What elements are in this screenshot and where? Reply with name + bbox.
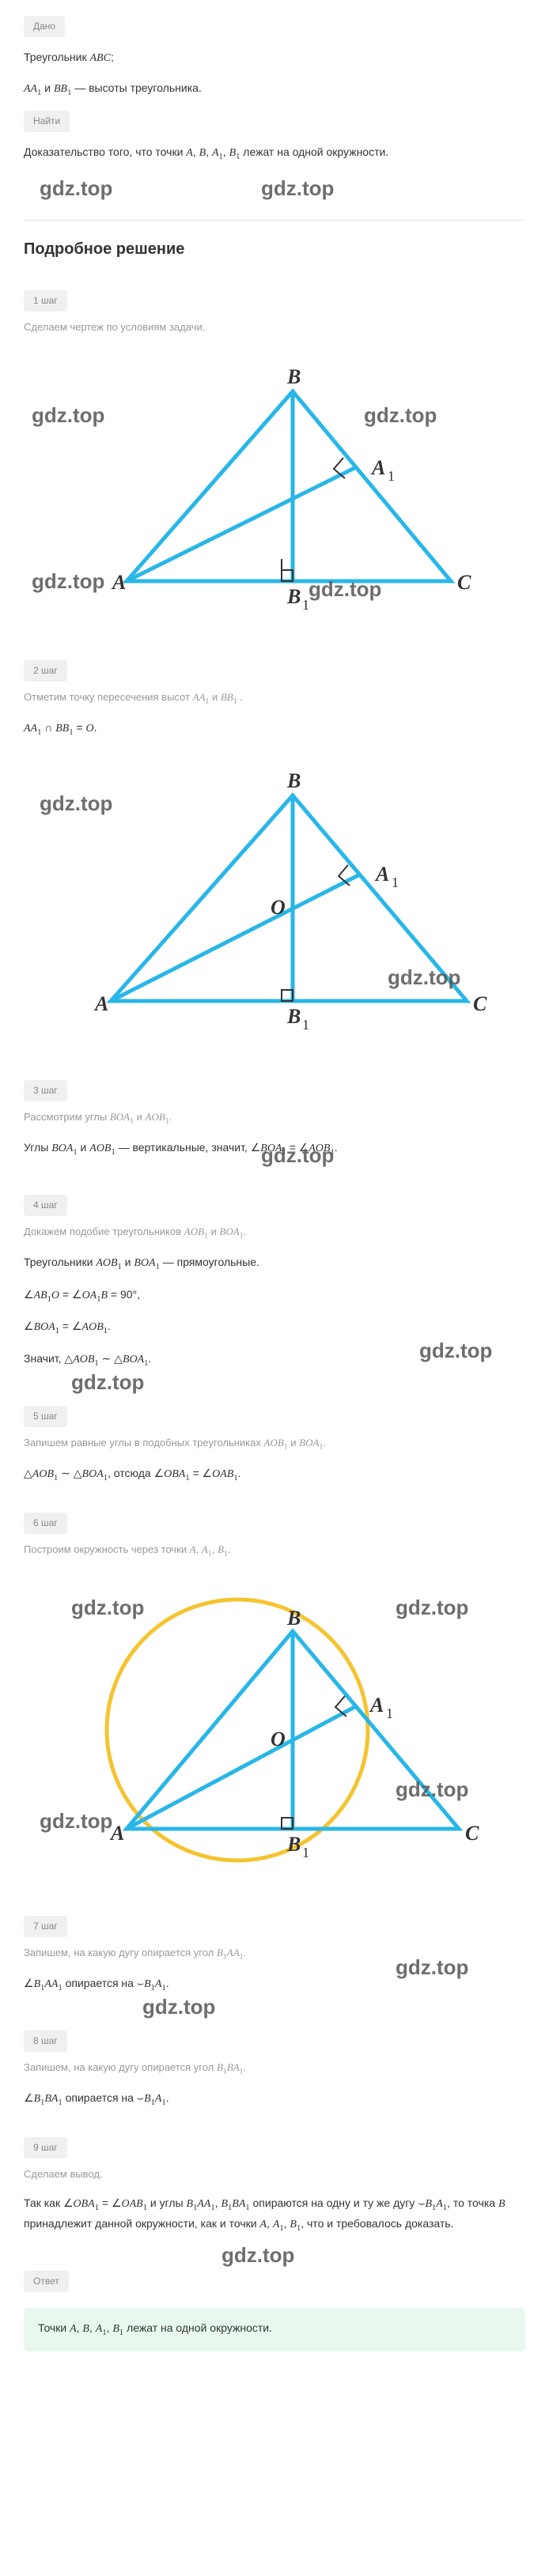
text: Треугольник	[24, 51, 90, 63]
answer-box: Точки A, B, A1, B1 лежат на одной окружн…	[24, 2308, 525, 2351]
step-6-badge: 6 шаг	[24, 1513, 67, 1534]
label-B: B	[286, 365, 301, 388]
watermark: gdz.top	[261, 172, 334, 206]
svg-text:1: 1	[386, 1705, 393, 1721]
step-5-badge: 5 шаг	[24, 1406, 67, 1427]
step-2-desc: Отметим точку пересечения высот AA1 и BB…	[24, 689, 525, 708]
step-3-badge: 3 шаг	[24, 1080, 67, 1101]
figure-1: B A C A 1 B 1 gdz.top gdz.top gdz.top gd…	[24, 352, 525, 621]
step-8-badge: 8 шаг	[24, 2030, 67, 2052]
watermark: gdz.top	[71, 1366, 144, 1399]
svg-text:B: B	[286, 1833, 301, 1856]
label-A1-sub: 1	[388, 468, 395, 484]
text: ;	[111, 51, 114, 63]
svg-text:A: A	[109, 1822, 124, 1845]
step-4-line4: Значит, △AOB1 ∼ △BOA1.	[24, 1350, 525, 1371]
figure-3: B A C A 1 B 1 O gdz.top gdz.top gdz.top …	[24, 1576, 525, 1876]
step-8-text: ∠B1BA1 опирается на ⌣B1A1.	[24, 2089, 525, 2110]
step-4-badge: 4 шаг	[24, 1195, 67, 1216]
svg-text:A: A	[374, 863, 389, 886]
step-7-desc: Запишем, на какую дугу опирается угол B1…	[24, 1945, 525, 1963]
find-text: Доказательство того, что точки A, B, A1,…	[24, 143, 525, 164]
step-4-line3: ∠BOA1 = ∠AOB1.	[24, 1317, 525, 1339]
find-badge: Найти	[24, 111, 70, 132]
step-4-line1: Треугольники AOB1 и BOA1 — прямоугольные…	[24, 1253, 525, 1275]
svg-text:O: O	[271, 1728, 286, 1751]
step-6-desc: Построим окружность через точки A, A1, B…	[24, 1542, 525, 1560]
given-line-2: AA1 и BB1 — высоты треугольника.	[24, 79, 525, 100]
watermark: gdz.top	[40, 172, 112, 206]
svg-text:A: A	[369, 1694, 384, 1717]
step-1-badge: 1 шаг	[24, 290, 67, 312]
step-5-text: △AOB1 ∼ △BOA1, отсюда ∠OBA1 = ∠OAB1.	[24, 1464, 525, 1486]
step-7-text: ∠B1AA1 опирается на ⌣B1A1.	[24, 1974, 525, 1996]
watermark: gdz.top	[142, 1991, 215, 2024]
step-9-desc: Сделаем вывод.	[24, 2166, 525, 2183]
svg-text:1: 1	[302, 1017, 309, 1033]
step-9-text: Так как ∠OBA1 = ∠OAB1 и углы B1AA1, B1BA…	[24, 2194, 525, 2236]
step-9-badge: 9 шаг	[24, 2137, 67, 2159]
math: ABC	[90, 52, 111, 64]
step-2-math: AA1 ∩ BB1 = O.	[24, 719, 525, 740]
step-7-badge: 7 шаг	[24, 1916, 67, 1937]
step-4-desc: Докажем подобие треугольников AOB1 и BOA…	[24, 1224, 525, 1242]
svg-text:1: 1	[302, 1845, 309, 1860]
svg-text:B: B	[286, 1607, 301, 1630]
step-3-text: Углы BOA1 и AOB1 — вертикальные, значит,…	[24, 1139, 525, 1160]
step-2-badge: 2 шаг	[24, 660, 67, 682]
svg-text:C: C	[473, 992, 487, 1015]
svg-text:B: B	[286, 1005, 301, 1028]
step-1-desc: Сделаем чертеж по условиям задачи.	[24, 319, 525, 336]
svg-text:1: 1	[392, 874, 399, 890]
svg-text:A: A	[93, 992, 108, 1015]
section-title: Подробное решение	[24, 220, 525, 262]
step-3-desc: Рассмотрим углы BOA1 и AOB1.	[24, 1109, 525, 1127]
svg-text:C: C	[465, 1822, 479, 1845]
label-B1-sub: 1	[302, 597, 309, 613]
svg-text:O: O	[271, 896, 286, 919]
svg-text:B: B	[286, 769, 301, 792]
figure-2: B A C A 1 B 1 O gdz.top gdz.top	[24, 756, 525, 1041]
step-4-line2: ∠AB1O = ∠OA1B = 90°,	[24, 1286, 525, 1307]
label-C: C	[457, 571, 471, 594]
label-A1: A	[370, 456, 385, 479]
given-badge: Дано	[24, 16, 65, 37]
answer-badge: Ответ	[24, 2271, 69, 2292]
step-5-desc: Запишем равные углы в подобных треугольн…	[24, 1435, 525, 1453]
label-B1: B	[286, 585, 301, 608]
label-A: A	[111, 571, 126, 594]
watermark: gdz.top	[221, 2239, 294, 2272]
given-line-1: Треугольник ABC;	[24, 48, 525, 67]
step-8-desc: Запишем, на какую дугу опирается угол B1…	[24, 2060, 525, 2078]
